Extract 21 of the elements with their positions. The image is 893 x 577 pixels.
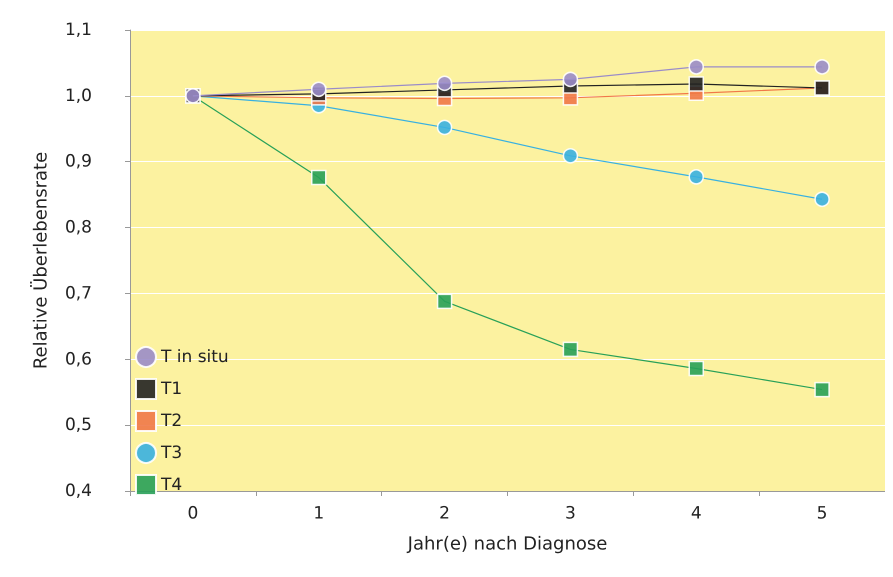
y-tick-label: 1,0 xyxy=(64,86,92,106)
legend-label: T4 xyxy=(160,475,182,495)
y-tick-label: 0,8 xyxy=(64,218,92,238)
y-tick-label: 0,6 xyxy=(64,349,92,370)
y-tick-label: 0,7 xyxy=(64,283,92,304)
x-axis-title: Jahr(e) nach Diagnose xyxy=(406,534,608,554)
y-tick-label: 1,1 xyxy=(64,20,92,40)
x-tick-label: 5 xyxy=(816,504,828,524)
x-tick-label: 1 xyxy=(313,504,324,524)
legend-label: T in situ xyxy=(160,347,229,367)
y-axis-title: Relative Überlebensrate xyxy=(30,152,52,370)
x-tick-label: 3 xyxy=(565,504,576,524)
y-tick-label: 0,9 xyxy=(64,152,92,172)
legend-label: T1 xyxy=(160,379,182,399)
y-tick-label: 0,4 xyxy=(64,481,92,501)
y-tick-label: 0,5 xyxy=(64,415,92,436)
x-tick-label: 4 xyxy=(690,504,702,524)
x-tick-label: 2 xyxy=(439,504,450,524)
x-tick-label: 0 xyxy=(188,504,198,524)
legend-label: T3 xyxy=(160,443,182,463)
legend-label: T2 xyxy=(160,411,182,431)
